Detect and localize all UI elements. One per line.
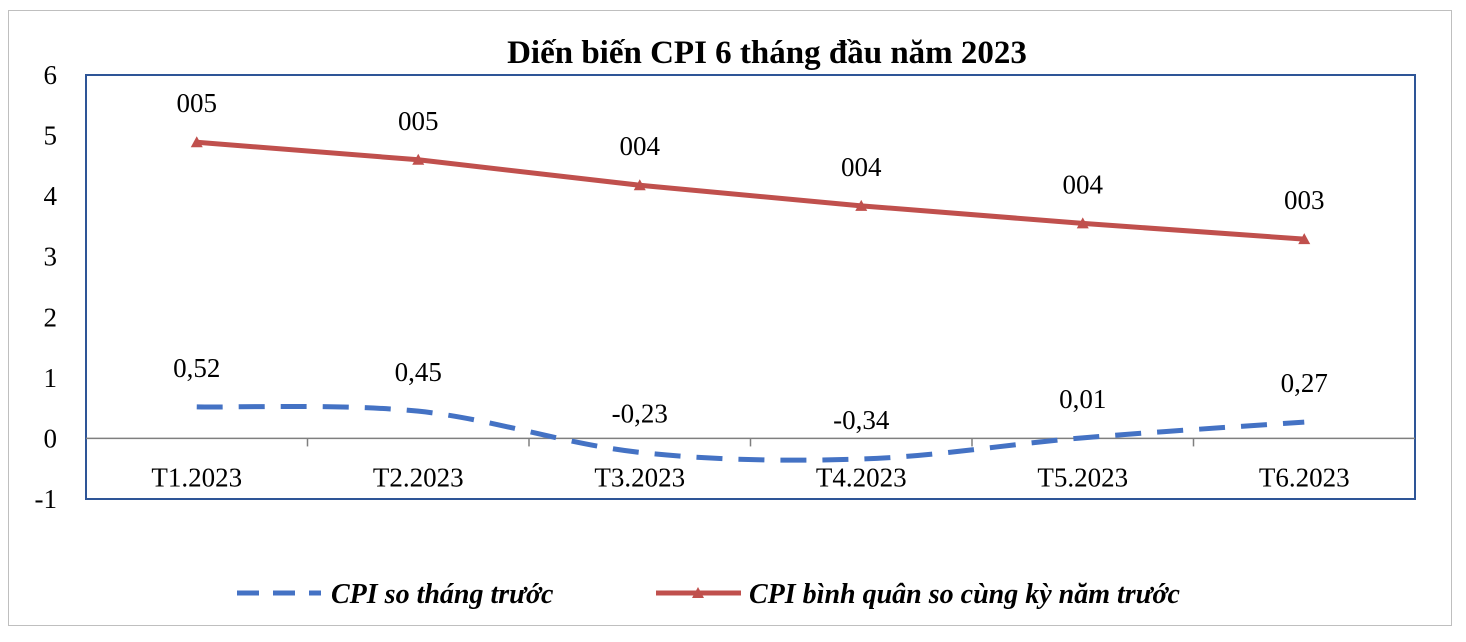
x-tick-label: T2.2023 [373,462,464,492]
data-label: 004 [841,152,882,182]
chart-frame: Diến biến CPI 6 tháng đầu năm 2023 -1 0 1 2… [8,10,1452,626]
data-label: 004 [1063,169,1104,199]
y-tick-label: 2 [44,302,58,332]
series-line-cpi-yoy [196,139,1305,242]
y-tick-label: 4 [44,181,58,211]
data-point-marker [412,153,425,165]
data-label: -0,34 [833,405,890,435]
x-axis: T1.2023 T2.2023 T3.2023 T4.2023 T5.2023 T6.20… [86,437,1415,492]
data-label: 005 [177,88,218,118]
chart-title: Diến biến CPI 6 tháng đầu năm 2023 [507,35,1027,71]
x-tick-label: T4.2023 [816,462,907,492]
legend: CPI so tháng trước CPI bình quân so cùng … [237,579,1180,610]
x-tick-label: T6.2023 [1259,462,1350,492]
legend-label-cpi-month: CPI so tháng trước [331,579,554,610]
data-label: 0,01 [1059,384,1106,414]
data-point-marker [190,136,203,148]
legend-triangle-marker [692,587,704,598]
data-point-marker [855,199,868,211]
data-label: 0,52 [173,353,220,383]
plot-area [85,74,1416,500]
cpi-line-chart: Diến biến CPI 6 tháng đầu năm 2023 -1 0 1 2… [35,35,1416,610]
legend-label-cpi-yoy: CPI bình quân so cùng kỳ năm trước [749,579,1180,610]
data-label: 003 [1284,185,1325,215]
y-tick-label: -1 [35,484,58,514]
series-line-cpi-month [196,403,1305,463]
series-group: 0,52 0,45 -0,23 -0,34 0,01 0,27 005 005 004 004 00… [173,88,1328,463]
x-tick-label: T5.2023 [1037,462,1128,492]
data-label: 0,45 [395,357,442,387]
y-tick-label: 5 [44,121,58,151]
y-tick-label: 3 [44,242,58,272]
x-tick-label: T1.2023 [151,462,242,492]
data-label: 005 [398,106,439,136]
data-point-marker [1298,233,1311,245]
data-point-marker [1076,217,1089,229]
y-tick-label: 0 [44,423,58,453]
data-point-marker [633,179,646,191]
data-label: 004 [620,131,661,161]
y-tick-label: 6 [44,60,58,90]
y-axis: -1 0 1 2 3 4 5 6 [35,60,58,514]
data-label: 0,27 [1281,368,1328,398]
x-tick-label: T3.2023 [594,462,685,492]
data-label: -0,23 [612,398,668,428]
y-tick-label: 1 [44,363,58,393]
